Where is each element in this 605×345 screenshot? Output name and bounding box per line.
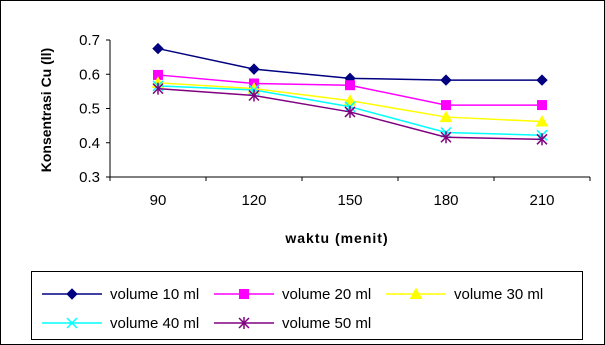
y-tick-label: 0.3	[79, 169, 100, 186]
legend-label: volume 30 ml	[454, 286, 543, 303]
x-axis-label: waktu (menit)	[284, 230, 388, 246]
data-point	[345, 80, 355, 91]
plot-area: 0.7 0.6 0.5 0.4 0.3 90 120 150 180 210	[79, 32, 591, 209]
x-tick-label: 150	[337, 192, 362, 209]
y-tick-label: 0.4	[79, 135, 100, 152]
legend-label: volume 40 ml	[110, 315, 199, 332]
legend-marker	[239, 289, 249, 299]
x-tick-label: 210	[529, 192, 554, 209]
y-tick-label: 0.6	[79, 66, 100, 83]
data-point	[537, 100, 547, 111]
legend-item: volume 50 ml	[214, 315, 371, 332]
data-point	[536, 133, 548, 146]
legend-label: volume 50 ml	[282, 315, 371, 332]
data-point	[439, 110, 453, 123]
data-point	[152, 42, 164, 55]
x-tick-label: 180	[433, 192, 458, 209]
data-point	[344, 105, 356, 118]
data-point	[343, 94, 357, 106]
data-point	[440, 131, 452, 144]
legend-marker	[66, 317, 78, 329]
data-point	[248, 89, 260, 102]
legend-marker	[409, 287, 423, 299]
data-point	[248, 63, 260, 75]
legend-marker	[66, 288, 78, 300]
data-point	[152, 82, 164, 95]
y-axis-label: Konsentrasi Cu (ll)	[38, 48, 54, 172]
data-point	[535, 114, 549, 127]
data-point	[441, 100, 451, 111]
legend: volume 10 ml volume 20 ml volume 30 ml volu…	[31, 271, 583, 340]
data-point	[440, 74, 452, 86]
legend-item: volume 20 ml	[214, 286, 371, 303]
x-tick-label: 120	[241, 192, 266, 209]
y-tick-label: 0.7	[79, 32, 100, 49]
legend-item: volume 10 ml	[42, 286, 199, 303]
x-tick-label: 90	[150, 192, 167, 209]
legend-item: volume 30 ml	[386, 286, 543, 303]
legend-label: volume 20 ml	[282, 286, 371, 303]
legend-marker	[238, 317, 250, 329]
legend-item: volume 40 ml	[42, 315, 199, 332]
data-point	[536, 74, 548, 86]
y-tick-label: 0.5	[79, 101, 100, 118]
legend-label: volume 10 ml	[110, 286, 199, 303]
legend-box	[31, 271, 583, 340]
